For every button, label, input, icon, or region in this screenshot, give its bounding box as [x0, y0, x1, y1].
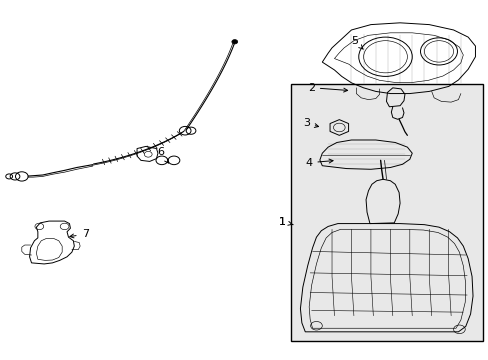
- Text: 5: 5: [351, 36, 363, 49]
- Circle shape: [231, 40, 237, 44]
- Bar: [290, 84, 482, 341]
- Text: 7: 7: [70, 229, 88, 239]
- Text: 2: 2: [307, 83, 347, 93]
- Text: 1: 1: [278, 217, 291, 227]
- Text: 6: 6: [157, 147, 168, 163]
- Text: 4: 4: [305, 158, 332, 168]
- Text: 3: 3: [302, 118, 318, 129]
- Text: 1: 1: [278, 217, 292, 227]
